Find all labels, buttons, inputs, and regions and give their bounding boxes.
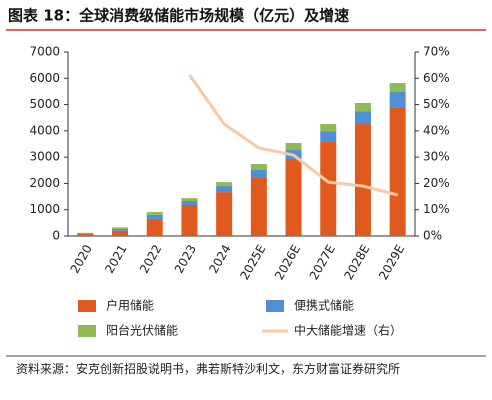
bar	[181, 204, 198, 236]
bar	[181, 201, 198, 205]
bar	[146, 214, 163, 219]
y2-tick-label: 40%	[423, 123, 450, 137]
bar	[354, 102, 371, 112]
bar	[389, 83, 406, 92]
bar	[354, 124, 371, 236]
y2-tick-label: 70%	[423, 45, 450, 59]
source: 资料来源：安克创新招股说明书，弗若斯特沙利文，东方财富证券研究所	[16, 362, 401, 376]
bar	[250, 177, 267, 236]
bar	[250, 163, 267, 171]
bar	[285, 158, 302, 236]
y-tick-label: 6000	[29, 71, 60, 85]
y2-tick-label: 20%	[423, 176, 450, 190]
y-tick-label: 0	[52, 229, 60, 243]
x-tick-label: 2029E	[376, 242, 407, 282]
y2-tick-label: 50%	[423, 97, 450, 111]
bar	[216, 182, 233, 187]
bar	[285, 142, 302, 151]
bar	[77, 233, 94, 236]
bar	[354, 111, 371, 125]
x-tick-label: 2024	[206, 242, 233, 275]
y-tick-label: 7000	[29, 45, 60, 59]
x-tick-label: 2021	[102, 242, 129, 275]
chart-title: 图表 18：全球消费级储能市场规模（亿元）及增速	[8, 7, 349, 25]
bar	[146, 218, 163, 236]
y-tick-label: 3000	[29, 150, 60, 164]
legend-label: 户用储能	[106, 298, 154, 313]
line	[188, 74, 399, 197]
bar	[389, 107, 406, 236]
bar	[112, 230, 129, 236]
y2-tick-label: 0%	[423, 229, 442, 243]
x-tick-label: 2027E	[307, 242, 338, 282]
bar	[250, 170, 267, 178]
y2-tick-label: 30%	[423, 150, 450, 164]
bar	[389, 91, 406, 108]
bar	[112, 228, 129, 231]
bar	[216, 186, 233, 193]
bar	[216, 192, 233, 236]
legend-label: 便携式储能	[294, 298, 354, 313]
x-tick-label: 2025E	[237, 242, 268, 282]
y-tick-label: 4000	[29, 123, 60, 137]
y-tick-label: 1000	[29, 202, 60, 216]
bar	[320, 131, 337, 142]
bar	[320, 141, 337, 236]
bar	[112, 227, 129, 229]
y-tick-label: 5000	[29, 97, 60, 111]
bar	[146, 212, 163, 215]
y2-tick-label: 60%	[423, 71, 450, 85]
legend-swatch	[78, 300, 96, 312]
y2-tick-label: 10%	[423, 202, 450, 216]
bar	[320, 124, 337, 132]
legend-swatch	[78, 325, 96, 337]
x-tick-label: 2028E	[341, 242, 372, 282]
x-tick-label: 2020	[68, 242, 95, 275]
y-tick-label: 2000	[29, 176, 60, 190]
legend-label: 阳台光伏储能	[106, 323, 178, 338]
x-tick-label: 2023	[172, 242, 199, 275]
legend-label: 中大储能增速（右）	[294, 323, 402, 338]
x-tick-label: 2022	[137, 242, 164, 275]
bar	[181, 198, 198, 202]
x-tick-label: 2026E	[272, 242, 303, 282]
bar	[77, 233, 94, 234]
legend-swatch	[266, 300, 284, 312]
